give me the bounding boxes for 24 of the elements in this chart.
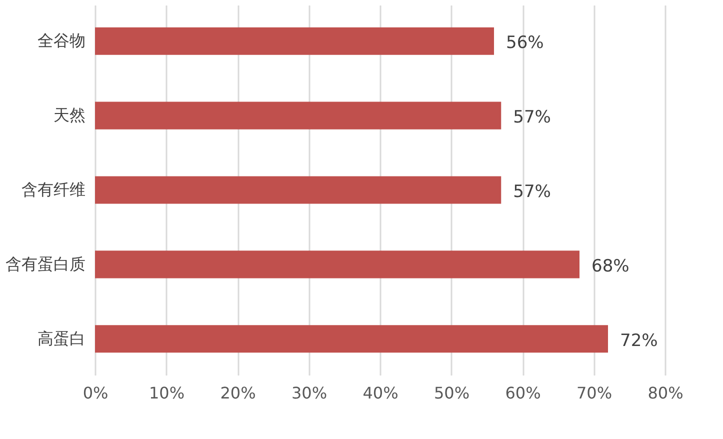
x-tick-label: 60% <box>505 384 541 402</box>
data-label: 56% <box>506 33 544 54</box>
y-tick-label: 含有纤维 <box>22 180 86 199</box>
bar <box>95 250 580 278</box>
x-tick-label: 40% <box>362 384 398 402</box>
bar <box>95 27 494 55</box>
data-label: 57% <box>513 108 551 128</box>
bar <box>95 102 502 130</box>
x-tick-label: 30% <box>291 384 328 402</box>
y-tick-label: 高蛋白 <box>38 328 86 348</box>
x-tick-label: 50% <box>434 384 470 402</box>
x-tick-label: 20% <box>220 384 256 402</box>
bar <box>95 176 502 204</box>
data-label: 72% <box>620 330 658 351</box>
x-tick-label: 0% <box>82 384 108 402</box>
x-tick-label: 80% <box>648 384 684 402</box>
y-tick-label: 天然 <box>54 106 86 125</box>
bar <box>95 325 608 353</box>
y-tick-label: 含有蛋白质 <box>6 254 86 274</box>
y-tick-label: 全谷物 <box>38 31 86 50</box>
x-tick-label: 10% <box>148 384 185 402</box>
x-tick-label: 70% <box>576 384 612 402</box>
data-label: 57% <box>513 182 551 202</box>
data-label: 68% <box>592 256 630 276</box>
